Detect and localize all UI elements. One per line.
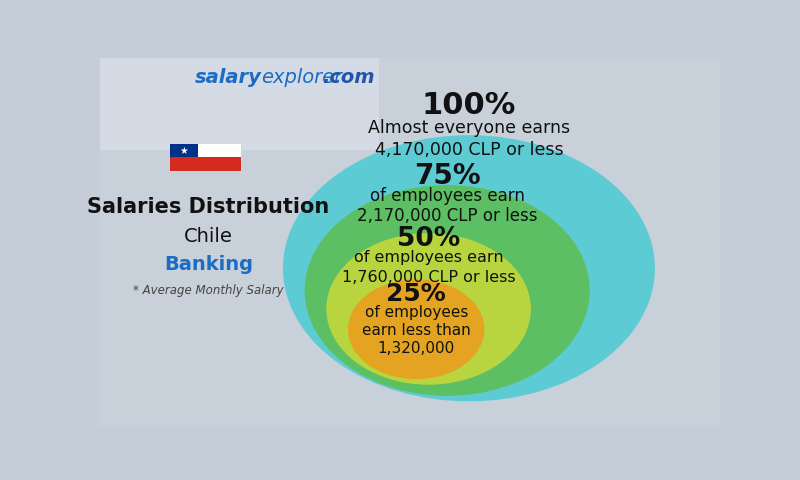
Text: Salaries Distribution: Salaries Distribution bbox=[87, 197, 330, 217]
Text: ★: ★ bbox=[180, 145, 188, 156]
Bar bbox=[100, 298, 720, 316]
Bar bbox=[100, 316, 720, 335]
Bar bbox=[198, 144, 241, 157]
Text: 1,760,000 CLP or less: 1,760,000 CLP or less bbox=[342, 270, 515, 285]
Bar bbox=[100, 58, 720, 76]
Text: Chile: Chile bbox=[184, 228, 233, 246]
Bar bbox=[100, 95, 720, 113]
Text: 100%: 100% bbox=[422, 91, 516, 120]
Ellipse shape bbox=[305, 185, 590, 396]
Bar bbox=[100, 261, 720, 279]
Bar bbox=[100, 113, 720, 132]
Bar bbox=[170, 144, 198, 157]
Text: 25%: 25% bbox=[386, 282, 446, 306]
Bar bbox=[100, 372, 720, 390]
Text: explorer: explorer bbox=[262, 69, 342, 87]
Text: Banking: Banking bbox=[164, 255, 253, 274]
Bar bbox=[100, 187, 720, 205]
Text: Almost everyone earns: Almost everyone earns bbox=[368, 119, 570, 137]
Bar bbox=[100, 205, 720, 224]
Ellipse shape bbox=[348, 279, 485, 379]
Text: of employees: of employees bbox=[365, 305, 468, 320]
Bar bbox=[170, 157, 241, 171]
Bar bbox=[100, 409, 720, 427]
Ellipse shape bbox=[283, 135, 655, 401]
Bar bbox=[100, 150, 720, 168]
Bar bbox=[100, 335, 720, 353]
Text: * Average Monthly Salary: * Average Monthly Salary bbox=[133, 284, 284, 297]
Bar bbox=[100, 58, 379, 150]
Ellipse shape bbox=[326, 233, 531, 384]
Text: of employees earn: of employees earn bbox=[370, 187, 525, 205]
Bar bbox=[100, 353, 720, 372]
Text: 2,170,000 CLP or less: 2,170,000 CLP or less bbox=[357, 207, 538, 225]
Bar bbox=[100, 242, 720, 261]
Text: earn less than: earn less than bbox=[362, 323, 470, 338]
Bar bbox=[100, 390, 720, 409]
Bar bbox=[100, 279, 720, 298]
Bar bbox=[170, 144, 241, 171]
Text: 4,170,000 CLP or less: 4,170,000 CLP or less bbox=[374, 141, 563, 159]
Text: of employees earn: of employees earn bbox=[354, 251, 503, 265]
Text: 50%: 50% bbox=[397, 226, 460, 252]
Bar bbox=[100, 168, 720, 187]
Bar bbox=[100, 132, 720, 150]
Text: 1,320,000: 1,320,000 bbox=[378, 341, 455, 356]
Bar bbox=[100, 76, 720, 95]
Text: .com: .com bbox=[322, 69, 374, 87]
Bar bbox=[100, 224, 720, 242]
Text: salary: salary bbox=[194, 69, 262, 87]
Text: 75%: 75% bbox=[414, 162, 481, 190]
